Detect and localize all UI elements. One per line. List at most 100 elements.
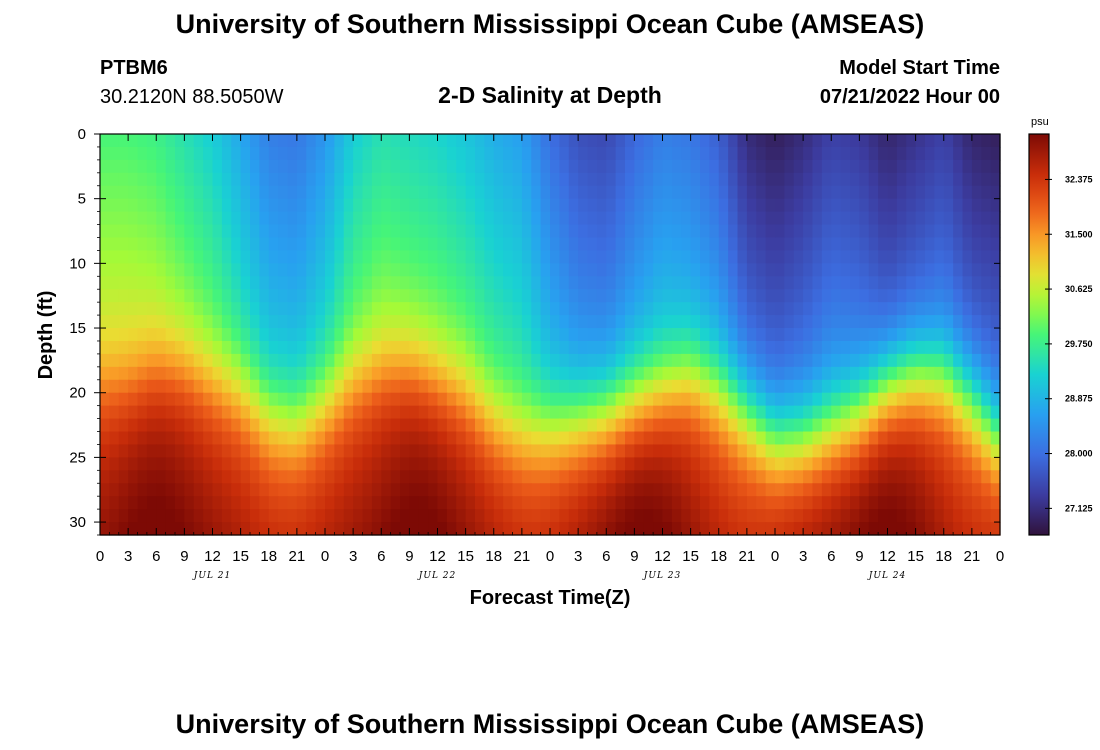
heatmap-cell (690, 470, 701, 484)
heatmap-cell (118, 134, 129, 148)
heatmap-cell (709, 379, 720, 394)
heatmap-cell (653, 146, 664, 161)
heatmap-cell (737, 250, 748, 264)
heatmap-cell (606, 289, 617, 303)
heatmap-cell (709, 289, 720, 303)
heatmap-cell (221, 198, 232, 213)
heatmap-cell (240, 366, 251, 381)
heatmap-cell (709, 366, 720, 381)
heatmap-cell (915, 509, 926, 523)
heatmap-cell (184, 224, 195, 239)
heatmap-cell (831, 483, 842, 497)
heatmap-cell (578, 470, 589, 484)
heatmap-cell (737, 509, 748, 523)
heatmap-cell (268, 289, 279, 303)
heatmap-cell (296, 263, 307, 277)
heatmap-cell (465, 483, 476, 497)
heatmap-cell (596, 366, 607, 381)
heatmap-cell (137, 470, 148, 484)
heatmap-cell (109, 198, 120, 213)
heatmap-cell (681, 418, 692, 433)
heatmap-cell (287, 470, 298, 484)
heatmap-cell (212, 483, 223, 497)
heatmap-cell (390, 457, 401, 471)
heatmap-cell (268, 522, 279, 536)
heatmap-cell (868, 522, 879, 536)
heatmap-cell (690, 250, 701, 264)
heatmap-cell (446, 509, 457, 523)
heatmap-cell (981, 353, 992, 368)
heatmap-cell (465, 237, 476, 252)
heatmap-cell (409, 172, 420, 187)
heatmap-cell (812, 289, 823, 303)
heatmap-cell (315, 444, 326, 458)
heatmap-cell (428, 509, 439, 523)
heatmap-cell (418, 353, 429, 368)
heatmap-cell (193, 444, 204, 458)
heatmap-cell (146, 185, 157, 200)
heatmap-cell (831, 263, 842, 277)
heatmap-cell (437, 134, 448, 148)
heatmap-cell (531, 457, 542, 471)
heatmap-cell (906, 276, 917, 290)
heatmap-cell (690, 276, 701, 290)
heatmap-cell (662, 315, 673, 329)
heatmap-cell (521, 509, 532, 523)
heatmap-cell (821, 328, 832, 342)
heatmap-cell (250, 444, 260, 458)
heatmap-cell (559, 379, 570, 394)
heatmap-cell (859, 522, 870, 536)
heatmap-cell (859, 379, 870, 394)
heatmap-cell (259, 444, 270, 458)
heatmap-cell (681, 237, 692, 252)
heatmap-cell (390, 185, 401, 200)
heatmap-cell (484, 353, 495, 368)
heatmap-cell (212, 250, 223, 264)
heatmap-cell (484, 159, 495, 174)
heatmap-cell (700, 185, 710, 200)
heatmap-cell (278, 366, 289, 381)
heatmap-cell (934, 198, 945, 213)
heatmap-cell (737, 302, 748, 316)
heatmap-cell (934, 146, 945, 161)
heatmap-cell (596, 496, 607, 510)
heatmap-cell (184, 276, 195, 290)
heatmap-cell (737, 172, 748, 187)
heatmap-cell (334, 353, 345, 368)
heatmap-cell (812, 263, 823, 277)
heatmap-cell (118, 431, 129, 446)
heatmap-cell (493, 134, 504, 148)
heatmap-cell (296, 340, 307, 355)
model-start-time: 07/21/2022 Hour 00 (819, 86, 1000, 108)
heatmap-cell (212, 444, 223, 458)
heatmap-cell (625, 276, 635, 290)
heatmap-cell (812, 496, 823, 510)
heatmap-cell (484, 302, 495, 316)
heatmap-cell (615, 159, 626, 174)
heatmap-cell (793, 405, 804, 420)
heatmap-cell (662, 366, 673, 381)
heatmap-cell (268, 302, 279, 316)
heatmap-cell (306, 457, 317, 471)
heatmap-cell (850, 237, 860, 252)
heatmap-cell (587, 340, 598, 355)
heatmap-cell (653, 431, 664, 446)
heatmap-cell (887, 289, 898, 303)
heatmap-cell (690, 289, 701, 303)
heatmap-cell (896, 146, 907, 161)
heatmap-cell (409, 340, 420, 355)
heatmap-cell (362, 431, 373, 446)
heatmap-cell (475, 431, 485, 446)
heatmap-cell (259, 379, 270, 394)
heatmap-cell (240, 328, 251, 342)
heatmap-cell (231, 457, 242, 471)
heatmap-cell (268, 315, 279, 329)
heatmap-cell (512, 263, 523, 277)
heatmap-cell (315, 418, 326, 433)
heatmap-cell (128, 211, 139, 226)
heatmap-cell (540, 211, 551, 226)
heatmap-cell (896, 340, 907, 355)
heatmap-cell (559, 328, 570, 342)
heatmap-cell (971, 172, 982, 187)
heatmap-cell (765, 198, 776, 213)
